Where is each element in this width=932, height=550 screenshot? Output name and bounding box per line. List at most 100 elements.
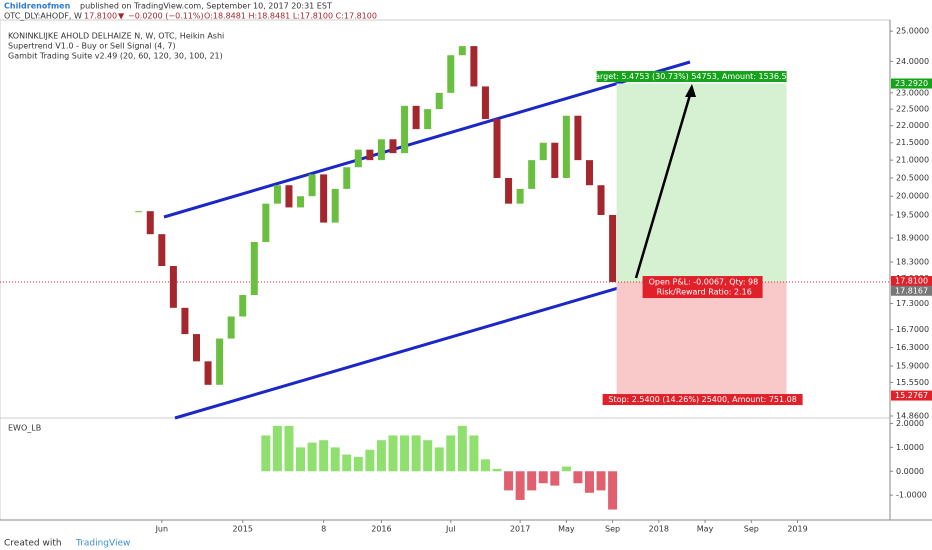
candle — [331, 188, 339, 223]
candle — [343, 167, 351, 189]
label-box — [642, 276, 763, 299]
ewo-bar — [400, 435, 410, 472]
candle — [424, 109, 432, 130]
x-tick-label: 2015 — [233, 525, 253, 534]
label-box — [596, 71, 787, 83]
y-tick-label: 14.8600 — [896, 412, 929, 421]
profit-zone — [616, 83, 787, 283]
y-tick-label: 16.3000 — [896, 343, 929, 352]
author: Childrenofmen — [4, 2, 71, 11]
ewo-bar — [457, 425, 467, 472]
candle — [135, 211, 143, 213]
ewo-bar — [504, 471, 514, 491]
footer-text: Created with — [4, 539, 62, 549]
ewo-bar — [434, 447, 444, 472]
ewo-bar — [573, 471, 583, 484]
y-tick-label: 16.7000 — [896, 325, 929, 334]
ewo-bar — [550, 471, 560, 486]
x-tick-label: Jun — [155, 525, 169, 534]
candle — [146, 211, 154, 235]
candle — [216, 338, 224, 385]
ewo-bar — [365, 449, 375, 472]
ewo-bar — [492, 468, 502, 472]
ewo-bar — [296, 447, 306, 472]
price-tag-label: 17.8167 — [895, 286, 928, 295]
y-tick-label: 23.0000 — [896, 88, 929, 97]
candle — [447, 55, 455, 93]
y-tick-label: 15.9000 — [896, 361, 929, 370]
published: published on TradingView.com, September … — [80, 2, 332, 11]
candle — [574, 115, 582, 161]
candle — [401, 105, 409, 154]
price-tag-label: 23.2920 — [895, 79, 928, 88]
ewo-bar — [608, 471, 618, 510]
ohlc: O:18.8481 H:18.8481 L:17.8100 C:17.8100 — [204, 12, 377, 21]
y-tick-label: 22.5000 — [896, 105, 929, 114]
candle — [169, 266, 177, 308]
ewo-bar — [515, 471, 525, 500]
arrow-line — [634, 87, 694, 279]
ewo-bar — [353, 456, 363, 472]
x-tick-label: 2016 — [371, 525, 391, 534]
ewo-bar — [388, 435, 398, 472]
candle — [297, 196, 305, 208]
candle — [181, 307, 189, 335]
channel-line — [163, 60, 691, 219]
y-tick-label: 21.5000 — [896, 138, 929, 147]
candle — [470, 46, 478, 87]
y-tick-label: 24.0000 — [896, 57, 929, 66]
x-tick-label: May — [558, 525, 575, 534]
ewo-bar — [446, 435, 456, 472]
y-tick-label: 20.5000 — [896, 173, 929, 182]
ewo-bar — [376, 440, 386, 472]
candle — [539, 142, 547, 161]
candle — [308, 174, 316, 197]
candle — [158, 234, 166, 267]
symbol: OTC_DLY:AHODF, W — [4, 12, 82, 21]
ewo-bar — [272, 425, 282, 472]
y-tick-label: 18.3000 — [896, 257, 929, 266]
price-tag — [891, 390, 932, 401]
y-tick-label: 1.0000 — [896, 443, 924, 452]
ewo-bar — [319, 440, 329, 472]
price-tag — [891, 78, 932, 89]
footer-brand: TradingView — [75, 539, 130, 549]
ewo-bar — [480, 459, 490, 472]
change: −0.0200 (−0.11%) — [128, 12, 204, 21]
candle — [389, 139, 397, 154]
x-tick-label: May — [697, 525, 714, 534]
candle — [435, 92, 443, 110]
candle — [204, 361, 212, 385]
y-tick-label: -1.0000 — [896, 491, 927, 500]
candle — [528, 160, 536, 189]
ewo-title: EWO_LB — [8, 424, 41, 433]
ewo-bar — [469, 435, 479, 472]
y-tick-label: 15.5500 — [896, 378, 929, 387]
legend-line: Gambit Trading Suite v2.49 (20, 60, 120,… — [8, 52, 223, 61]
channel-line — [174, 265, 691, 420]
candle — [366, 149, 374, 161]
price-tag — [891, 276, 932, 287]
price-tag — [891, 285, 932, 296]
candle — [609, 214, 617, 283]
position-label: Open P&L: -0.0067, Qty: 98 — [649, 278, 759, 287]
ewo-bar — [584, 471, 594, 493]
ewo-bar — [538, 471, 548, 484]
candle — [516, 188, 524, 204]
candle — [585, 160, 593, 186]
arrow-head — [685, 84, 696, 97]
x-tick-label: Sep — [744, 525, 759, 534]
candle — [285, 185, 293, 208]
y-tick-label: 25.0000 — [896, 27, 929, 36]
candle — [273, 185, 281, 204]
candle — [481, 86, 489, 120]
candle — [551, 142, 559, 178]
ewo-bar — [423, 440, 433, 472]
legend-line: Supertrend V1.0 - Buy or Sell Signal (4,… — [8, 42, 176, 51]
position — [616, 83, 787, 396]
position-label: Stop: 2.5400 (14.26%) 25400, Amount: 751… — [608, 395, 796, 404]
candle — [320, 174, 328, 223]
ewo-bar — [561, 466, 571, 472]
x-tick-label: 2018 — [649, 525, 669, 534]
